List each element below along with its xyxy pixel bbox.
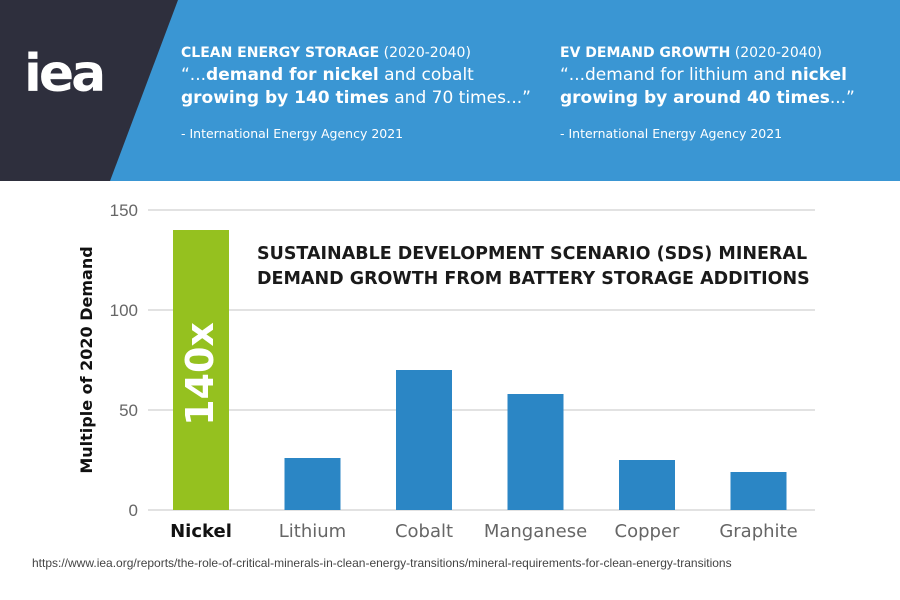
bar-copper (619, 460, 675, 510)
bar-manganese (507, 394, 564, 510)
y-tick-label: 100 (110, 301, 138, 320)
x-tick-label: Graphite (719, 521, 797, 542)
quote-attribution: - International Energy Agency 2021 (560, 126, 783, 141)
quote-clean-energy-storage: CLEAN ENERGY STORAGE (2020-2040) “...dem… (181, 44, 541, 141)
quote-text: “...demand for nickel and cobalt growing… (181, 65, 531, 108)
bar-lithium (284, 458, 341, 510)
y-tick-label: 150 (110, 201, 138, 220)
logo-panel (0, 0, 178, 181)
logo-panel-shape (0, 0, 178, 181)
bar-graphite (730, 472, 787, 510)
bar-nickel (173, 230, 229, 510)
y-tick-label: 50 (119, 401, 138, 420)
quote-text: “...demand for lithium and nickel growin… (560, 65, 855, 108)
mineral-demand-bar-chart: 0 50 100 150 Multiple of 2020 Demand Nickel 14… (77, 201, 815, 542)
y-axis-label: Multiple of 2020 Demand (77, 246, 96, 473)
x-tick-label: Manganese (484, 521, 587, 542)
source-url[interactable]: https://www.iea.org/reports/the-role-of-… (32, 556, 732, 570)
x-tick-label: Nickel (170, 521, 232, 542)
y-tick-label: 0 (129, 501, 138, 520)
quote-heading: EV DEMAND GROWTH (2020-2040) (560, 45, 823, 61)
chart-title-line: SUSTAINABLE DEVELOPMENT SCENARIO (SDS) M… (257, 244, 807, 264)
quote-attribution: - International Energy Agency 2021 (181, 126, 404, 141)
x-tick-label: Cobalt (395, 521, 453, 542)
iea-logo: iea (24, 44, 106, 104)
bar-cobalt (396, 370, 452, 510)
x-tick-label: Lithium (279, 521, 346, 542)
x-tick-label: Copper (615, 521, 681, 542)
bar-data-label: 140x (178, 322, 222, 426)
quote-ev-demand-growth: EV DEMAND GROWTH (2020-2040) “...demand … (560, 44, 890, 141)
chart-title-line: DEMAND GROWTH FROM BATTERY STORAGE ADDIT… (257, 269, 810, 289)
quote-heading: CLEAN ENERGY STORAGE (2020-2040) (181, 45, 471, 61)
